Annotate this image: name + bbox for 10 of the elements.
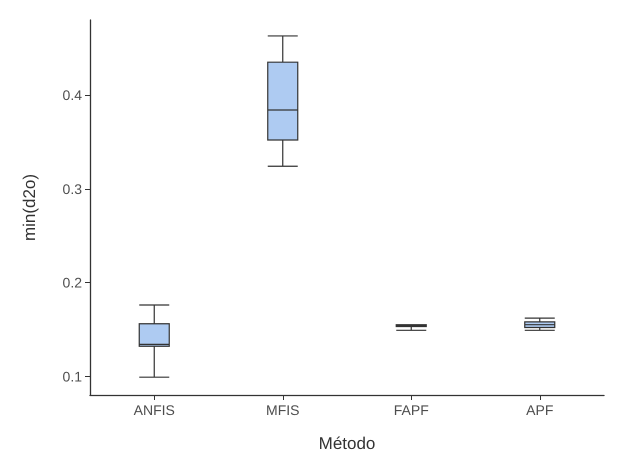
- x-tick-label: FAPF: [394, 402, 429, 418]
- x-tick-label: MFIS: [266, 402, 300, 418]
- y-tick-label: 0.3: [62, 180, 82, 197]
- y-tick-label: 0.2: [62, 274, 82, 290]
- x-tick-label: APF: [526, 402, 554, 418]
- y-axis-title: min(d2o): [20, 174, 39, 242]
- x-tick-label: ANFIS: [134, 402, 175, 418]
- x-axis-title: Método: [318, 434, 376, 453]
- y-tick-label: 0.1: [62, 368, 82, 384]
- y-tick-label: 0.4: [62, 87, 82, 103]
